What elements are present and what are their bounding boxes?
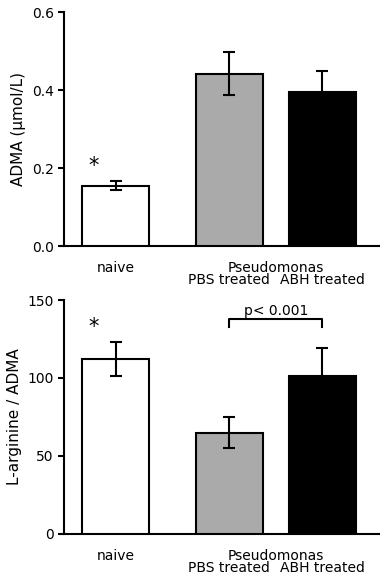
Text: ABH treated: ABH treated: [280, 561, 365, 575]
Text: PBS treated: PBS treated: [188, 273, 270, 287]
Text: p< 0.001: p< 0.001: [244, 304, 308, 318]
Text: Pseudomonas: Pseudomonas: [228, 549, 324, 563]
Text: naive: naive: [97, 549, 135, 563]
Text: naive: naive: [97, 261, 135, 275]
Bar: [82, 360, 149, 534]
Y-axis label: ADMA (μmol/L): ADMA (μmol/L): [11, 72, 26, 186]
Y-axis label: L-arginine / ADMA: L-arginine / ADMA: [7, 349, 22, 486]
Bar: [289, 92, 356, 246]
Text: *: *: [88, 156, 98, 176]
Text: PBS treated: PBS treated: [188, 561, 270, 575]
Bar: [82, 186, 149, 246]
Text: Pseudomonas: Pseudomonas: [228, 261, 324, 275]
Bar: [196, 73, 263, 246]
Text: ABH treated: ABH treated: [280, 273, 365, 287]
Bar: [196, 432, 263, 534]
Text: *: *: [88, 317, 98, 338]
Bar: [289, 376, 356, 534]
